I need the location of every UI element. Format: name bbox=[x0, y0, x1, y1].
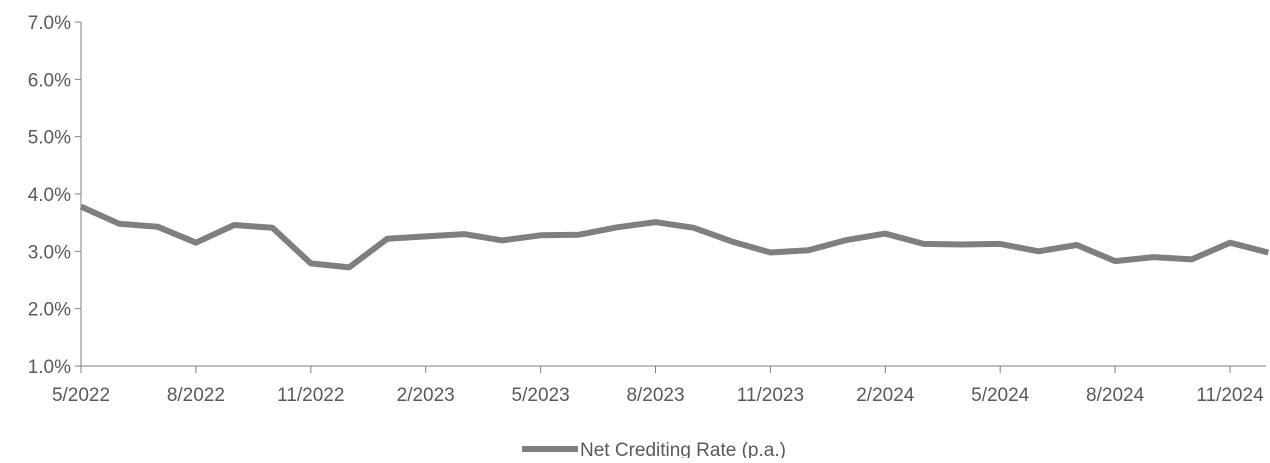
x-tick-label: 5/2022 bbox=[52, 385, 110, 406]
x-tick-label: 11/2023 bbox=[737, 385, 804, 406]
y-axis-ticks: 7.0% 6.0% 5.0% 4.0% 3.0% 2.0% 1.0% bbox=[28, 13, 81, 378]
y-tick-label: 6.0% bbox=[28, 70, 71, 91]
y-tick-label: 4.0% bbox=[28, 185, 71, 206]
x-tick-label: 11/2024 bbox=[1196, 385, 1264, 406]
x-tick-label: 11/2022 bbox=[277, 385, 344, 406]
y-tick-label: 1.0% bbox=[28, 357, 71, 378]
x-axis-ticks: 5/2022 8/2022 11/2022 2/2023 5/2023 8/2023 11/… bbox=[52, 366, 1264, 406]
series-layer bbox=[79, 203, 1270, 271]
y-tick-label: 7.0% bbox=[28, 13, 71, 34]
legend: Net Crediting Rate (p.a.) bbox=[522, 440, 786, 461]
y-tick-label: 5.0% bbox=[28, 128, 71, 149]
series-line bbox=[79, 203, 1270, 271]
x-tick-label: 5/2023 bbox=[512, 385, 570, 406]
axes bbox=[80, 22, 1266, 367]
y-tick-label: 3.0% bbox=[28, 242, 71, 263]
y-tick-label: 2.0% bbox=[28, 300, 71, 321]
x-tick-label: 8/2024 bbox=[1086, 385, 1145, 406]
x-tick-label: 2/2024 bbox=[856, 385, 915, 406]
x-tick-label: 5/2024 bbox=[971, 385, 1030, 406]
x-tick-label: 8/2023 bbox=[626, 385, 684, 406]
legend-label: Net Crediting Rate (p.a.) bbox=[580, 440, 786, 458]
x-tick-label: 8/2022 bbox=[167, 385, 225, 406]
x-tick-label: 2/2023 bbox=[397, 385, 455, 406]
